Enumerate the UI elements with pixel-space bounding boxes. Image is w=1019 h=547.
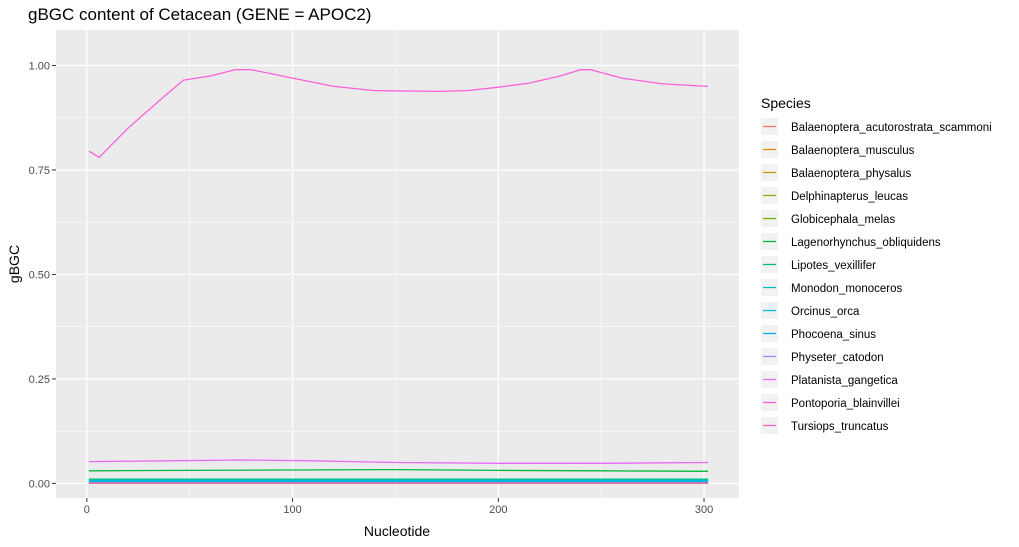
series-line (88, 459, 709, 464)
y-tick-label: 0.25 (29, 374, 50, 386)
legend-label: Globicephala_melas (791, 214, 895, 226)
legend-label: Orcinus_orca (791, 306, 860, 318)
y-axis-title: gBGC (6, 245, 22, 283)
plot-panel (56, 30, 739, 498)
legend: Species Balaenoptera_acutorostrata_scamm… (761, 95, 992, 434)
legend-label: Balaenoptera_acutorostrata_scammoni (791, 122, 992, 134)
y-tick-label: 1.00 (29, 61, 50, 73)
y-tick-label: 0.75 (29, 165, 50, 177)
legend-label: Physeter_catodon (791, 352, 884, 364)
series-line (88, 69, 709, 159)
x-tick-label: 300 (695, 504, 713, 516)
legend-label: Platanista_gangetica (791, 375, 898, 387)
y-tick-label: 0.50 (29, 269, 50, 281)
x-axis-title: Nucleotide (364, 523, 430, 539)
x-tick-label: 0 (84, 504, 90, 516)
x-tick-label: 200 (489, 504, 507, 516)
legend-title: Species (761, 95, 811, 111)
x-tick-label: 100 (283, 504, 301, 516)
legend-label: Balaenoptera_musculus (791, 145, 915, 157)
y-tick-label: 0.00 (29, 478, 50, 490)
legend-label: Phocoena_sinus (791, 329, 876, 341)
legend-label: Pontoporia_blainvillei (791, 398, 900, 410)
legend-label: Tursiops_truncatus (791, 421, 889, 433)
legend-label: Delphinapterus_leucas (791, 191, 908, 203)
panel-background (56, 30, 739, 498)
legend-label: Balaenoptera_physalus (791, 168, 911, 180)
legend-label: Monodon_monoceros (791, 283, 902, 295)
chart-title: gBGC content of Cetacean (GENE = APOC2) (28, 5, 371, 24)
legend-label: Lagenorhynchus_obliquidens (791, 237, 941, 249)
legend-label: Lipotes_vexillifer (791, 260, 876, 272)
series-line (88, 468, 709, 472)
